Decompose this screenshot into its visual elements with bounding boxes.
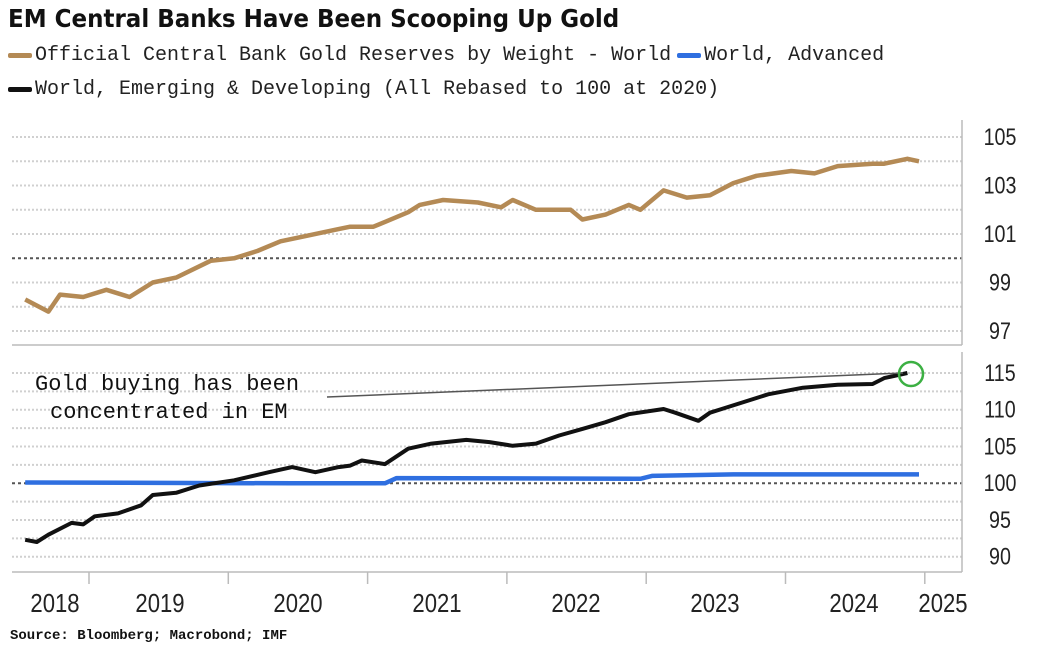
x-tick-label: 2023 (690, 589, 739, 618)
y-tick-label: 105 (984, 433, 1017, 460)
y-tick-label: 97 (989, 317, 1011, 344)
annotation-text-line2: concentrated in EM (50, 400, 288, 425)
x-tick-label: 2018 (30, 589, 79, 618)
highlight-circle (897, 360, 925, 388)
legend-row-2: World, Emerging & Developing (All Rebase… (8, 78, 719, 101)
legend-label-advanced: World, Advanced (704, 44, 885, 67)
x-tick-label: 2021 (412, 589, 461, 618)
x-tick-label: 2024 (829, 589, 878, 618)
source-note: Source: Bloomberg; Macrobond; IMF (10, 628, 288, 644)
series-line-official-central-bank-gold-reserves-by-weight-world (24, 156, 920, 314)
y-tick-label: 101 (984, 220, 1017, 247)
x-tick-label: 2022 (551, 589, 600, 618)
legend-swatch-advanced (677, 53, 702, 58)
legend-label-emerging: World, Emerging & Developing (All Rebase… (35, 78, 720, 101)
x-tick-label: 2019 (135, 589, 184, 618)
legend-swatch-emerging (8, 87, 32, 92)
x-tick-label: 2025 (918, 589, 967, 618)
series-line-world-advanced (25, 472, 919, 486)
annotation-pointer-line (326, 372, 904, 398)
legend-label-world: Official Central Bank Gold Reserves by W… (35, 44, 672, 67)
chart-title: EM Central Banks Have Been Scooping Up G… (8, 4, 620, 33)
y-tick-label: 100 (984, 469, 1017, 496)
legend-swatch-gold (8, 53, 32, 58)
legend-row-1: Official Central Bank Gold Reserves by W… (8, 44, 884, 67)
y-tick-label: 99 (989, 269, 1011, 296)
y-tick-label: 115 (984, 359, 1015, 386)
annotation-text-line1: Gold buying has been (35, 372, 299, 397)
y-tick-label: 110 (984, 396, 1015, 423)
x-tick-label: 2020 (273, 589, 322, 618)
y-tick-label: 105 (984, 123, 1017, 150)
series-line-world-emerging-developing (24, 371, 908, 544)
y-tick-label: 95 (989, 506, 1011, 533)
y-tick-label: 90 (989, 543, 1011, 570)
y-tick-label: 103 (984, 172, 1017, 199)
